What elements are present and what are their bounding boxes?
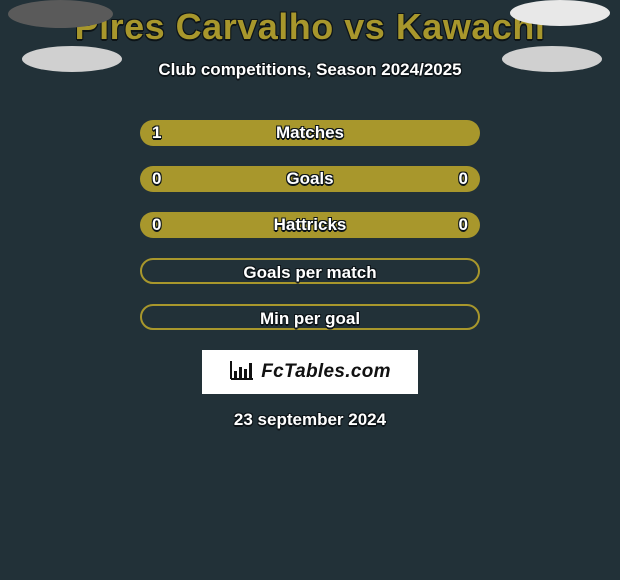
stat-label: Min per goal (142, 306, 478, 332)
logo: FcTables.com (202, 350, 418, 394)
stat-value-left: 1 (152, 120, 161, 146)
stat-value-right: 0 (459, 212, 468, 238)
stat-bar: Goals per match (140, 258, 480, 284)
stat-bar: Hattricks0 0 (140, 212, 480, 238)
stat-bar: Min per goal (140, 304, 480, 330)
vs-text: vs (344, 6, 385, 47)
player-1-name: Pires Carvalho (75, 6, 334, 47)
stat-label: Goals per match (142, 260, 478, 286)
stat-row: Hattricks0 0 (0, 212, 620, 240)
stat-value-right: 0 (459, 166, 468, 192)
stat-bar: Matches1 (140, 120, 480, 146)
stat-row: Matches1 (0, 120, 620, 148)
comparison-card: Pires Carvalho vs Kawachi Club competiti… (0, 0, 620, 580)
stat-label: Goals (140, 166, 480, 192)
stat-value-left: 0 (152, 166, 161, 192)
stat-row: Goals0 0 (0, 166, 620, 194)
stat-label: Matches (140, 120, 480, 146)
stat-bar: Goals0 0 (140, 166, 480, 192)
bar-chart-icon (229, 359, 255, 386)
stat-row: Min per goal (0, 304, 620, 332)
stat-row: Goals per match (0, 258, 620, 286)
stat-label: Hattricks (140, 212, 480, 238)
player-2-avatar (502, 46, 602, 72)
player-1-avatar-shadow (8, 0, 113, 28)
stat-value-left: 0 (152, 212, 161, 238)
logo-text: FcTables.com (261, 361, 391, 383)
stat-bars: Matches1Goals00Hattricks00Goals per matc… (0, 120, 620, 332)
date-text: 23 september 2024 (0, 410, 620, 430)
player-2-avatar-shadow (510, 0, 610, 26)
player-1-avatar (22, 46, 122, 72)
